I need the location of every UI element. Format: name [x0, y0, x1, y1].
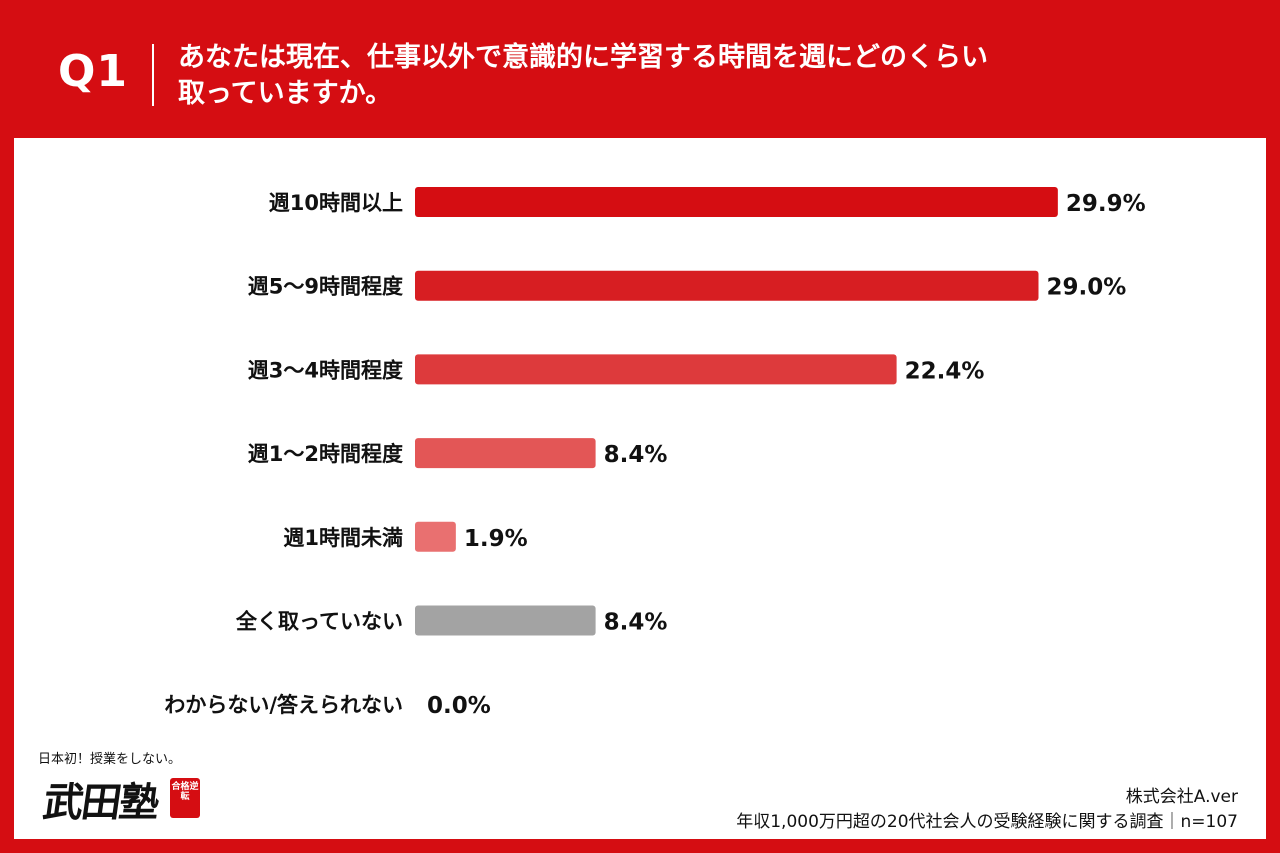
bar: [415, 187, 1058, 217]
category-label: 全く取っていない: [235, 610, 403, 634]
bar: [415, 605, 596, 636]
bar-chart: 週10時間以上 29.9% 週5～9時間程度 29.0% 週3～4時間程度 22.4% 週1…: [164, 187, 1146, 719]
bar: [415, 438, 596, 469]
footer-company: 株式会社A.ver: [1125, 787, 1238, 807]
category-label: 週10時間以上: [269, 191, 403, 215]
category-label: 週1～2時間程度: [248, 442, 403, 466]
header-divider: [152, 44, 154, 106]
footer-source: 年収1,000万円超の20代社会人の受験経験に関する調査｜n=107: [736, 812, 1238, 832]
bar: [415, 270, 1039, 301]
value-label: 29.0%: [1047, 275, 1127, 301]
logo-mark: 武田塾: [40, 779, 161, 826]
value-label: 22.4%: [905, 358, 985, 384]
question-text: あなたは現在、仕事以外で意識的に学習する時間を週にどのくらい 取っていますか。: [178, 40, 1178, 112]
chart-panel: 週10時間以上 29.9% 週5～9時間程度 29.0% 週3～4時間程度 22.4% 週1…: [14, 138, 1266, 839]
category-label: 週1時間未満: [283, 526, 403, 550]
bar: [415, 354, 897, 385]
value-label: 29.9%: [1066, 191, 1146, 217]
logo-tagline: 日本初！授業をしない。: [38, 752, 182, 767]
category-label: 週5～9時間程度: [248, 275, 403, 299]
value-label: 1.9%: [464, 526, 528, 552]
category-label: わからない/答えられない: [164, 693, 403, 717]
question-number: Q1: [58, 46, 129, 97]
bar: [415, 521, 456, 552]
header: Q1 あなたは現在、仕事以外で意識的に学習する時間を週にどのくらい 取っています…: [0, 0, 1280, 138]
question-line-1: あなたは現在、仕事以外で意識的に学習する時間を週にどのくらい: [178, 42, 988, 73]
value-label: 0.0%: [427, 693, 491, 719]
value-label: 8.4%: [604, 442, 668, 468]
category-label: 週3～4時間程度: [248, 358, 403, 382]
logo: 日本初！授業をしない。 武田塾 合格逆転: [38, 748, 200, 828]
footer: 株式会社A.ver 年収1,000万円超の20代社会人の受験経験に関する調査｜n…: [736, 785, 1238, 835]
value-label: 8.4%: [604, 610, 668, 636]
question-line-2: 取っていますか。: [178, 78, 393, 109]
logo-stamp: 合格逆転: [170, 778, 200, 818]
